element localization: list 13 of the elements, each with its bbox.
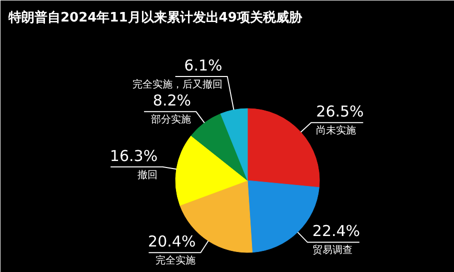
slice-label: 完全实施，后又撤回 [132, 78, 222, 90]
data-label: 16.3% [110, 146, 158, 165]
slice-label: 尚未实施 [316, 124, 356, 137]
chart-title: 特朗普自2024年11月以来累计发出49项关税威胁 [8, 10, 303, 26]
data-label: 20.4% [148, 232, 196, 251]
slice-label: 完全实施 [156, 254, 196, 267]
data-label: 8.2% [152, 92, 192, 110]
slice-label: 部分实施 [151, 114, 192, 126]
data-label: 26.5% [316, 102, 364, 121]
data-label: 22.4% [312, 222, 360, 240]
slice-label: 贸易调查 [312, 244, 352, 256]
slice-label: 撤回 [138, 168, 158, 181]
data-label: 6.1% [184, 56, 222, 74]
